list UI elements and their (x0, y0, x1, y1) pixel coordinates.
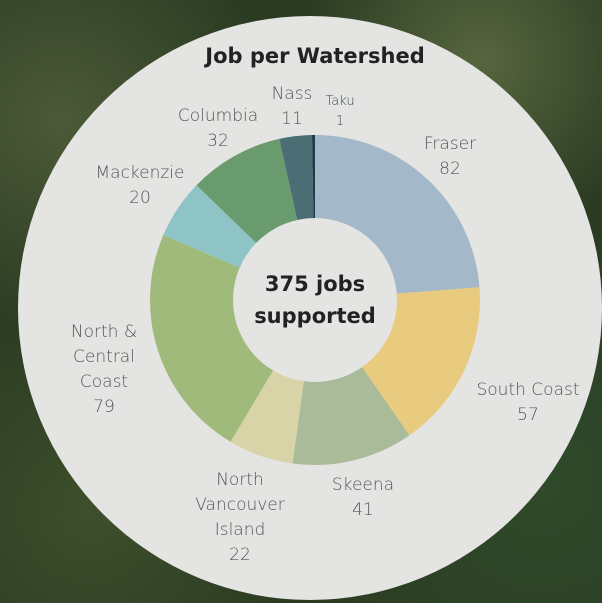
category-name: North Vancouver Island (195, 470, 285, 540)
slice-label: Nass 11 (262, 82, 322, 132)
value-label: 1 (335, 114, 345, 129)
slice-label: North Vancouver Island 22 (190, 468, 290, 568)
slice-label: Mackenzie 20 (85, 161, 195, 211)
category-name: Fraser (423, 134, 477, 154)
slice-label: Fraser 82 (400, 132, 500, 182)
center-label: 375 jobs supported (254, 272, 376, 328)
category-name: Skeena (331, 475, 395, 495)
category-name: Mackenzie (95, 163, 185, 183)
value-label: 82 (439, 159, 461, 179)
slice-label: Skeena 41 (313, 473, 413, 523)
category-name: South Coast (476, 380, 580, 400)
value-label: 41 (352, 500, 374, 520)
category-name: North & Central Coast (70, 322, 138, 392)
category-name: Nass (271, 84, 313, 104)
value-label: 79 (93, 397, 115, 417)
slice-label: South Coast 57 (463, 378, 593, 428)
slice-label: Taku 1 (320, 92, 360, 132)
value-label: 32 (207, 131, 229, 151)
donut-hole (233, 218, 397, 382)
value-label: 20 (129, 188, 151, 208)
slice-label: North & Central Coast 79 (59, 320, 149, 420)
value-label: 11 (281, 109, 303, 129)
chart-title: Job per Watershed (205, 44, 425, 68)
slices (149, 135, 480, 465)
category-name: Columbia (177, 106, 259, 126)
category-name: Taku (325, 94, 355, 109)
value-label: 57 (517, 405, 539, 425)
slice-label: Columbia 32 (163, 104, 273, 154)
value-label: 22 (229, 545, 251, 565)
